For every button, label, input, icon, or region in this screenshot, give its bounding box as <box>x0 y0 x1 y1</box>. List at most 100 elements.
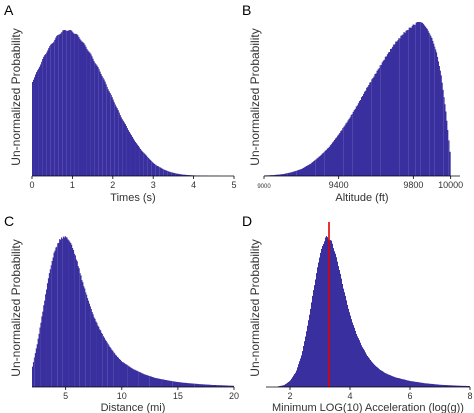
histogram-bar <box>66 30 71 176</box>
histogram-bar <box>62 30 67 176</box>
histogram-bar <box>415 22 421 176</box>
x-tick-label: 5 <box>63 391 68 401</box>
histogram-bar <box>306 160 316 176</box>
histogram-bar <box>118 359 128 387</box>
histogram-bar <box>74 33 79 176</box>
histogram-bar <box>278 173 288 176</box>
histogram-bar <box>147 156 152 176</box>
histogram-bar <box>86 48 91 176</box>
histogram-bar <box>32 357 35 387</box>
histogram-bar <box>51 246 58 387</box>
histogram-bar <box>38 61 43 176</box>
histogram-bar <box>171 172 176 176</box>
histogram-bar <box>299 341 305 387</box>
panel-a: A Un-normalized Probability 0 1 2 3 4 5 Times… <box>4 2 237 204</box>
histogram-bar <box>205 384 218 387</box>
panel-b-letter: B <box>242 2 251 18</box>
histogram-bar <box>118 112 123 176</box>
histogram-bar <box>315 151 325 176</box>
histogram-bar <box>420 22 425 176</box>
histogram-bar <box>94 62 99 176</box>
panel-c-letter: C <box>4 213 14 229</box>
panel-d-bars <box>278 236 470 387</box>
panel-c-ylabel: Un-normalized Probability <box>9 239 23 376</box>
histogram-bar <box>383 371 391 387</box>
histogram-bar <box>390 38 400 176</box>
histogram-bar <box>353 325 359 387</box>
histogram-bar <box>130 135 136 176</box>
histogram-bar <box>417 382 433 387</box>
histogram-bar <box>110 94 115 176</box>
histogram-bar <box>434 46 439 176</box>
histogram-bar <box>98 69 103 176</box>
histogram-bar <box>347 304 353 387</box>
panel-a-ylabel: Un-normalized Probability <box>9 28 23 165</box>
histogram-bar <box>127 365 139 387</box>
panel-c-xlabel: Distance (mi) <box>101 402 166 413</box>
histogram-bar <box>106 86 111 176</box>
histogram-bar <box>78 36 83 176</box>
histogram-bar <box>380 51 390 176</box>
histogram-bar <box>443 97 449 176</box>
histogram-bar <box>287 377 293 387</box>
histogram-bar <box>40 294 47 387</box>
x-tick-label: 4 <box>347 391 352 401</box>
histogram-bar <box>390 375 403 387</box>
panel-c-ticks: 5 10 15 20 <box>63 387 239 401</box>
histogram-bar <box>287 170 297 176</box>
histogram-bar <box>439 66 444 176</box>
x-tick-label: 4 <box>191 180 196 190</box>
panel-a-xlabel: Times (s) <box>110 192 155 204</box>
histogram-bar <box>62 236 69 387</box>
x-tick-label: 15 <box>173 391 183 401</box>
panel-d-letter: D <box>242 213 252 229</box>
x-tick-label: 5 <box>231 180 236 190</box>
histogram-bar <box>68 240 75 387</box>
histogram-bar <box>50 41 55 176</box>
x-tick-label: 6 <box>407 391 412 401</box>
histogram-bar <box>114 104 119 176</box>
histogram-bar <box>447 385 463 387</box>
histogram-bar <box>377 367 383 387</box>
panel-c: C Un-normalized Probability 5 10 15 20 Dist… <box>4 213 239 413</box>
histogram-bar <box>293 364 299 387</box>
panel-a-bars <box>32 30 226 177</box>
histogram-bar <box>155 164 160 176</box>
histogram-bar <box>32 79 35 176</box>
histogram-bar <box>58 32 63 177</box>
histogram-bar <box>139 147 144 176</box>
histogram-bar <box>183 382 195 387</box>
x-tick-label: 10 <box>117 391 127 401</box>
histogram-bar <box>172 381 184 387</box>
histogram-bar <box>408 24 416 176</box>
histogram-bar <box>448 140 451 176</box>
histogram-bar <box>70 30 75 177</box>
x-tick-label: 1 <box>70 180 75 190</box>
histogram-bar <box>324 141 334 176</box>
histogram-bar <box>432 384 448 387</box>
histogram-bar <box>57 237 63 387</box>
x-tick-label: 9400 <box>329 180 349 190</box>
histogram-bar <box>161 379 173 387</box>
histogram-bar <box>167 171 172 176</box>
histogram-bar <box>151 161 156 176</box>
histogram-bar <box>143 152 148 176</box>
histogram-bar <box>135 141 140 176</box>
histogram-bar <box>281 383 287 387</box>
histogram-bar <box>34 327 41 387</box>
histogram-bar <box>329 240 335 387</box>
histogram-bar <box>425 26 430 176</box>
histogram-bar <box>296 166 306 176</box>
histogram-bar <box>399 29 409 177</box>
x-tick-label: 3 <box>151 180 156 190</box>
histogram-bar <box>79 273 86 387</box>
panel-c-bars <box>32 236 234 387</box>
histogram-bar <box>343 114 353 176</box>
panel-b-ticks: 9000 9400 9800 10000 <box>257 176 463 190</box>
histogram-bar <box>402 379 418 387</box>
histogram-bar <box>126 128 131 176</box>
histogram-bar <box>113 352 119 387</box>
histogram-bar <box>96 322 103 387</box>
histogram-bar <box>311 273 317 387</box>
